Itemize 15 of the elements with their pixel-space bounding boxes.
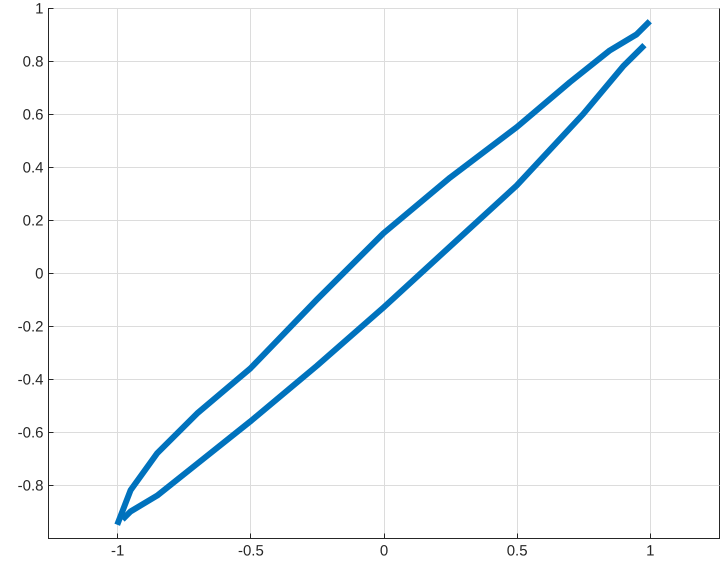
y-tick-label: -0.2 (18, 318, 44, 336)
x-tick-label: 0.5 (506, 542, 528, 560)
y-tick-label: 0.8 (22, 54, 44, 70)
y-tick-label: -0.4 (18, 372, 44, 388)
x-tick-label: -1 (111, 542, 124, 560)
y-tick-label: 0.2 (22, 212, 44, 230)
y-tick-label: 0 (35, 266, 44, 282)
y-tick-label: 0.4 (22, 160, 44, 176)
x-tick-label: 1 (646, 542, 654, 560)
x-tick-label: -0.5 (238, 542, 264, 560)
y-tick-label: -0.8 (18, 478, 44, 494)
y-tick-label: 0.6 (22, 106, 44, 124)
y-tick-label: -0.6 (18, 424, 44, 442)
y-tick-label: 1 (35, 0, 44, 18)
x-tick-label: 0 (380, 542, 388, 560)
